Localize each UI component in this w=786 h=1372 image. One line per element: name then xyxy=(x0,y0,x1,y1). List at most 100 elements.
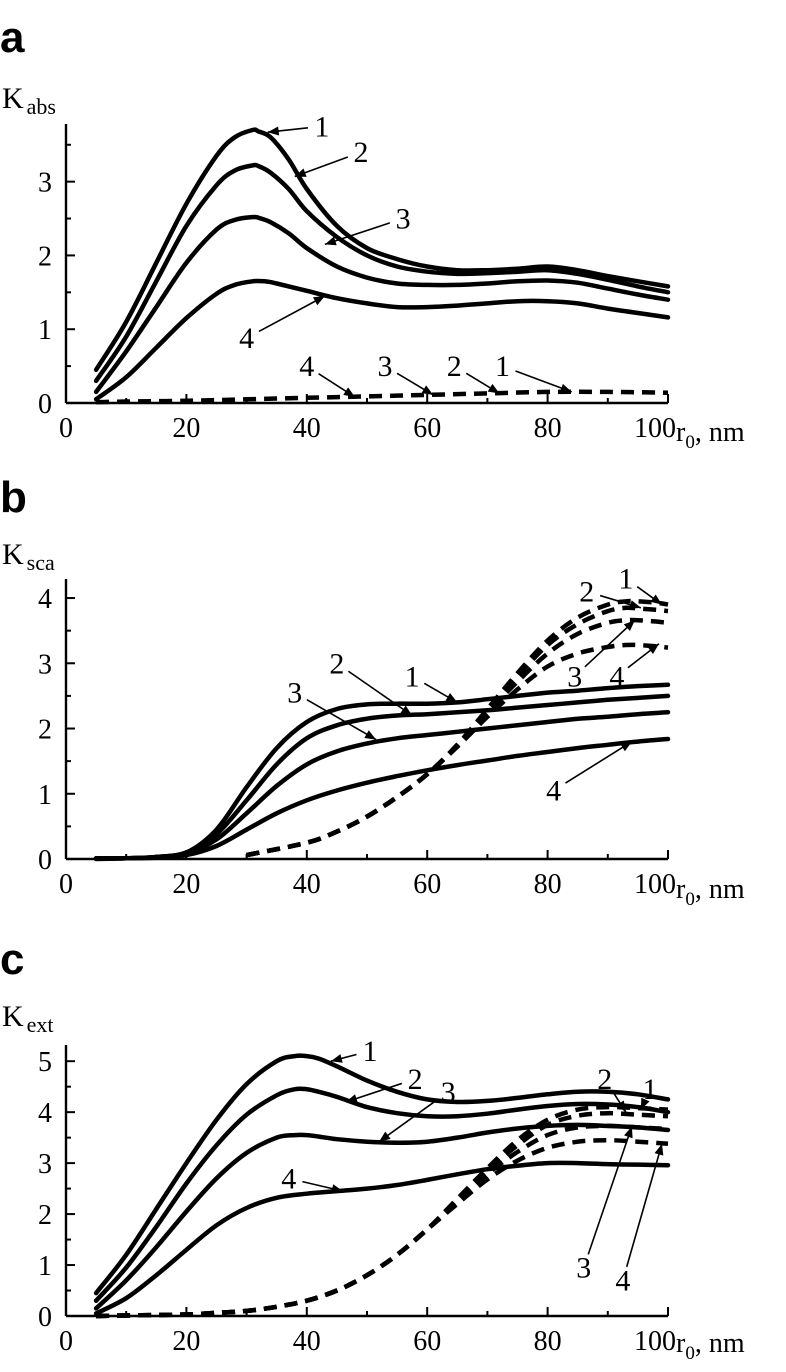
arrow-head xyxy=(345,1094,358,1103)
y-tick-label: 5 xyxy=(38,1047,52,1078)
curve-label-4: 4 xyxy=(609,660,624,693)
series-line-2 xyxy=(93,162,671,384)
y-axis-label-sub: abs xyxy=(27,94,56,119)
arrow-head xyxy=(294,168,307,177)
arrow-head xyxy=(629,600,641,609)
series-line-4 xyxy=(93,278,671,402)
series-line-4d xyxy=(246,642,669,858)
curve-label-3: 3 xyxy=(287,677,302,710)
series-line-4d xyxy=(96,1137,669,1319)
curve-label-3: 3 xyxy=(378,350,393,383)
x-tick-label: 40 xyxy=(293,1326,321,1357)
arrow-head xyxy=(267,126,280,136)
x-axis-label: r0, nm xyxy=(676,1328,745,1364)
y-tick-label: 2 xyxy=(38,1200,52,1231)
curve-label-1: 1 xyxy=(405,660,420,693)
curve-label-3: 3 xyxy=(576,1252,591,1285)
arrow-head xyxy=(313,296,325,306)
curve-label-3: 3 xyxy=(396,203,411,236)
y-tick-label: 1 xyxy=(38,1251,52,1282)
curve-label-3: 3 xyxy=(567,660,582,693)
curve-label-4: 4 xyxy=(281,1162,296,1195)
arrow-head xyxy=(623,620,635,631)
arrow-head xyxy=(650,594,662,605)
leader-line xyxy=(258,295,326,333)
arrow-head xyxy=(640,1097,650,1110)
curve-label-2: 2 xyxy=(447,350,462,383)
arrow-head xyxy=(654,1143,664,1156)
y-tick-label: 3 xyxy=(38,168,52,199)
x-axis-label-sub: 0 xyxy=(685,432,695,453)
curve-label-4: 4 xyxy=(546,775,561,808)
y-tick-label: 3 xyxy=(38,649,52,680)
x-axis-label: r0, nm xyxy=(676,417,745,453)
series-line-1 xyxy=(93,1053,671,1296)
leader-line xyxy=(378,1099,438,1143)
series-line-3d xyxy=(96,1123,669,1319)
x-tick-label: 60 xyxy=(413,1326,441,1357)
y-axis-label-sub: ext xyxy=(27,1012,54,1037)
arrow-head xyxy=(330,1054,343,1063)
arrow-head xyxy=(343,387,355,398)
y-tick-label: 1 xyxy=(38,315,52,346)
leader-line xyxy=(565,740,633,784)
x-axis-label-main: r xyxy=(676,874,686,905)
curve-label-1: 1 xyxy=(314,110,329,143)
curve-label-1: 1 xyxy=(642,1073,657,1106)
arrow-head xyxy=(559,383,572,393)
y-tick-label: 0 xyxy=(38,1302,52,1333)
leader-line xyxy=(324,222,391,246)
arrow-head xyxy=(445,693,458,703)
series-line-4 xyxy=(93,736,671,862)
curve-label-4: 4 xyxy=(615,1264,630,1297)
panel-letter: b xyxy=(0,473,27,522)
x-axis-label-sub: 0 xyxy=(685,889,695,910)
y-tick-label: 4 xyxy=(38,584,52,615)
curve-label-2: 2 xyxy=(408,1063,423,1096)
leader-line xyxy=(587,1126,633,1255)
series-line-1d xyxy=(246,598,669,858)
arrow-head xyxy=(620,741,632,752)
series-line-1 xyxy=(93,127,671,373)
x-axis-label-main: r xyxy=(676,1328,686,1359)
x-tick-label: 20 xyxy=(172,869,200,900)
curve-label-1: 1 xyxy=(363,1035,378,1068)
x-axis-label-sub: 0 xyxy=(685,1343,695,1364)
curve-label-2: 2 xyxy=(597,1063,612,1096)
y-tick-label: 0 xyxy=(38,845,52,876)
leader-line xyxy=(625,1143,663,1268)
x-axis-label-unit: , nm xyxy=(695,874,745,905)
series-line-3 xyxy=(93,214,671,395)
curve-label-1: 1 xyxy=(495,350,510,383)
y-tick-label: 4 xyxy=(38,1098,52,1129)
curve-label-2: 2 xyxy=(579,576,594,609)
panel-letter: a xyxy=(0,13,25,62)
curve-label-4: 4 xyxy=(239,322,254,355)
curve-label-4: 4 xyxy=(299,350,314,383)
y-axis-label-main: K xyxy=(2,538,24,571)
y-tick-label: 2 xyxy=(38,715,52,746)
leader-line xyxy=(347,670,413,717)
series-line-dashed xyxy=(96,389,669,405)
y-tick-label: 3 xyxy=(38,1149,52,1180)
y-axis-label-main: K xyxy=(2,1000,24,1033)
x-axis-label: r0, nm xyxy=(676,874,745,910)
series-line-3 xyxy=(93,1122,671,1311)
y-tick-label: 1 xyxy=(38,780,52,811)
curve-label-2: 2 xyxy=(353,136,368,169)
curve-label-1: 1 xyxy=(618,562,633,595)
x-tick-label: 0 xyxy=(59,1326,73,1357)
curve-label-3: 3 xyxy=(441,1076,456,1109)
y-tick-label: 2 xyxy=(38,241,52,272)
arrow-head xyxy=(324,236,337,246)
x-axis-label-main: r xyxy=(676,417,686,448)
x-tick-label: 100 xyxy=(634,1326,676,1357)
arrow-head xyxy=(624,1126,633,1139)
